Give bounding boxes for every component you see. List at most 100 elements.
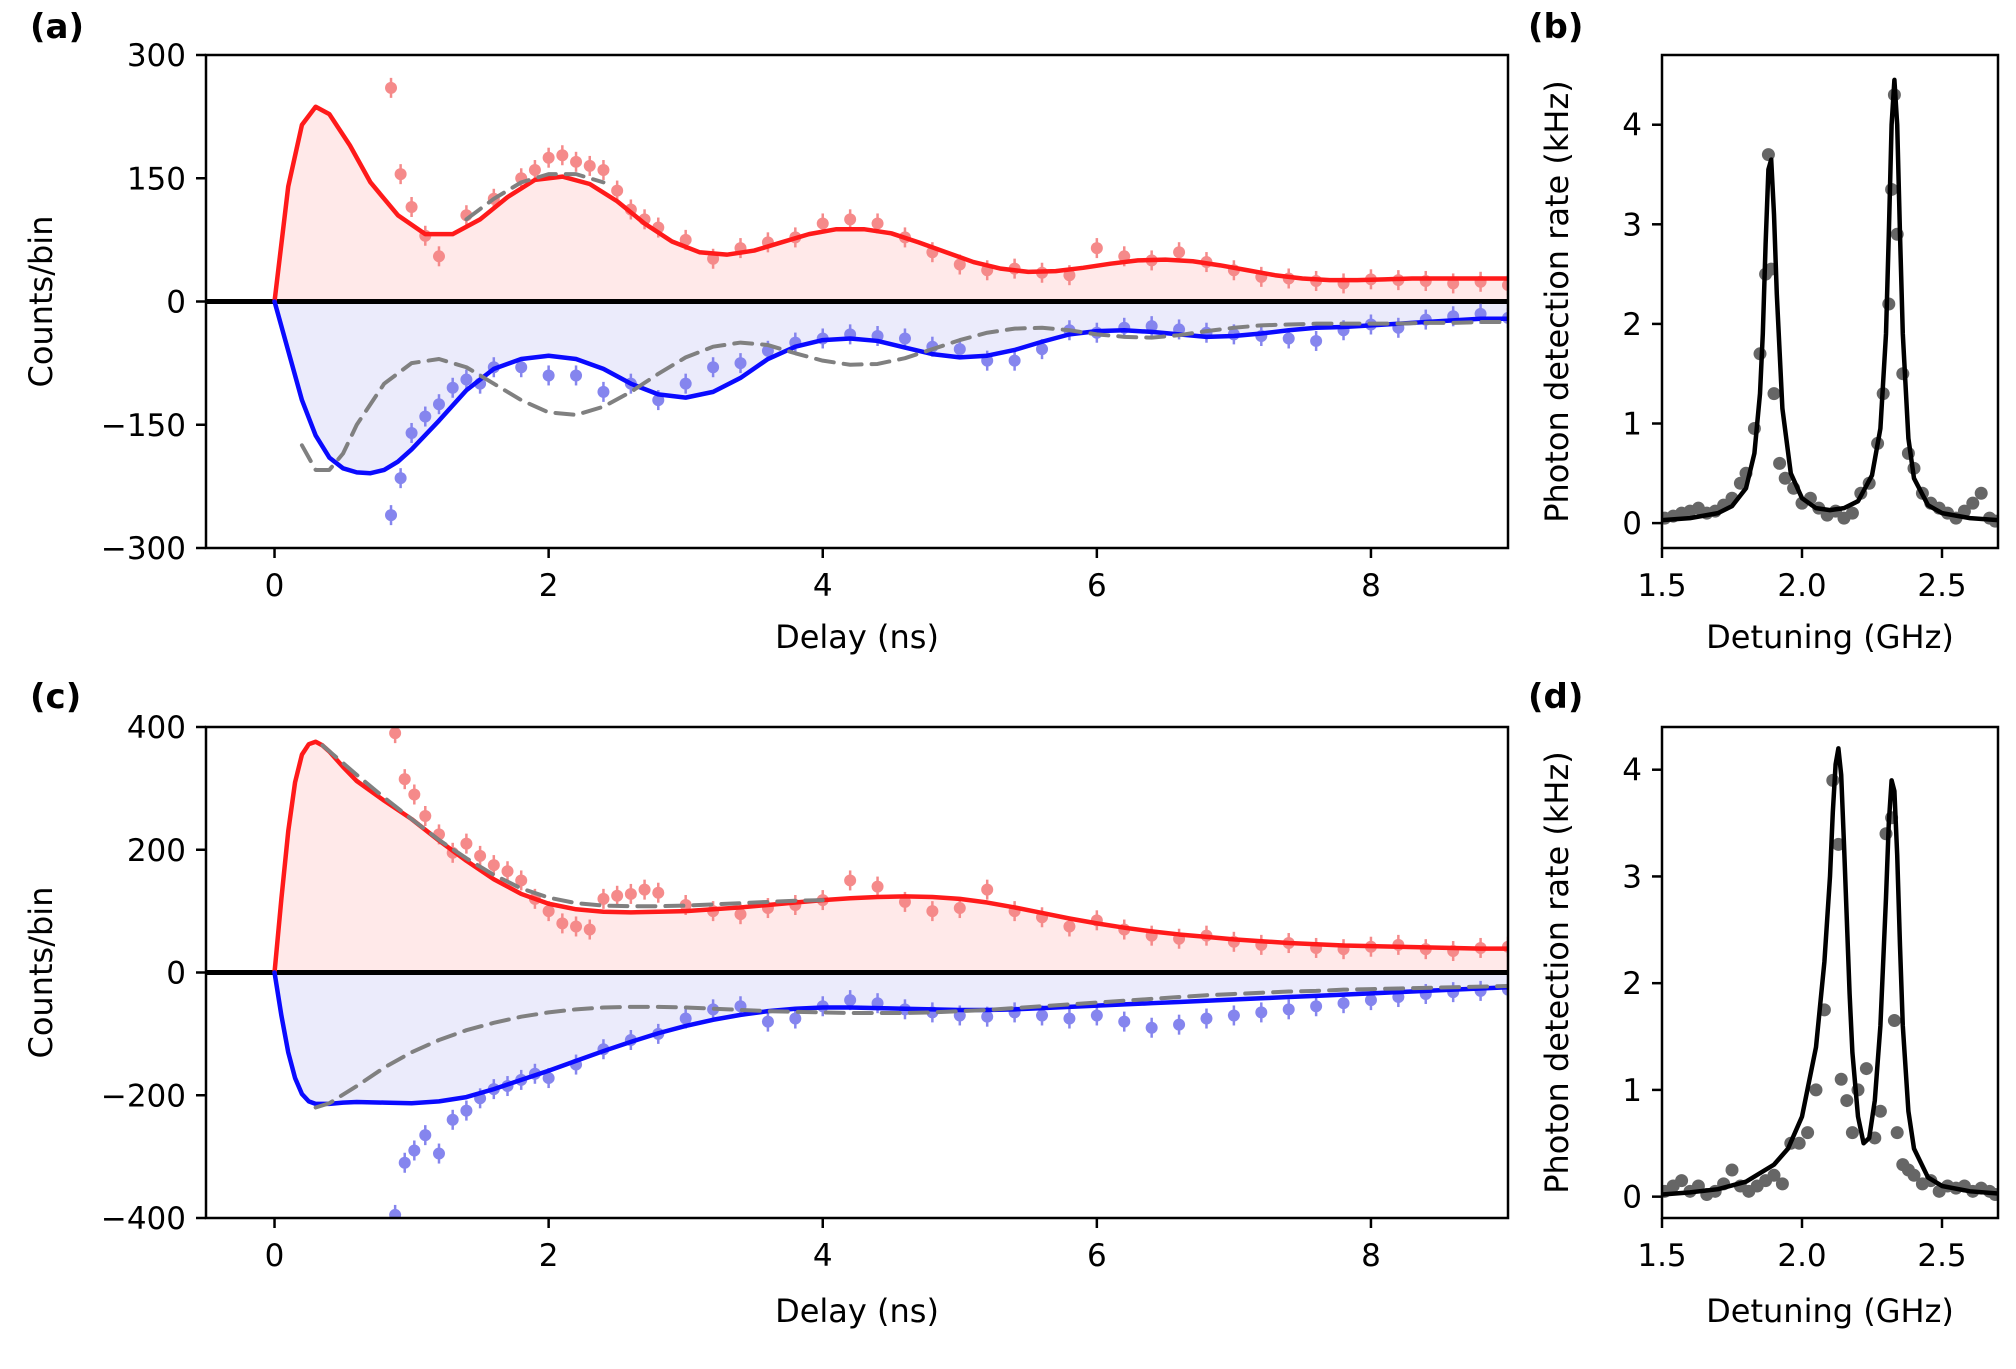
point-a-4-0 (385, 81, 398, 94)
ytick-label-c-1: 200 (127, 833, 186, 869)
panel-label-d: (d) (1528, 677, 1583, 717)
point-a-5-17 (734, 357, 747, 370)
point-d-1-18 (1809, 1083, 1823, 1097)
ytick-label-a-4: −300 (101, 531, 186, 567)
point-a-5-25 (953, 343, 966, 356)
point-c-4-15 (583, 923, 596, 936)
ytick-label-c-4: −400 (101, 1201, 186, 1237)
point-c-5-5 (446, 1113, 459, 1126)
point-a-4-13 (597, 164, 610, 177)
point-b-1-26 (1845, 506, 1859, 520)
point-d-1-17 (1801, 1126, 1815, 1140)
ytick-label-a-0: 300 (127, 38, 186, 74)
ytick-label-b-2: 2 (1622, 307, 1642, 343)
point-a-4-33 (1090, 242, 1103, 255)
point-c-5-21 (789, 1012, 802, 1025)
line-b-0 (1662, 77, 1998, 523)
line-a-3 (464, 172, 606, 222)
point-c-4-16 (597, 892, 610, 905)
point-a-4-4 (432, 250, 445, 263)
point-c-5-4 (432, 1147, 445, 1160)
point-c-4-19 (638, 883, 651, 896)
line-c-1 (272, 970, 1508, 1107)
point-c-4-21 (679, 898, 692, 911)
point-c-4-20 (652, 886, 665, 899)
point-c-5-33 (1118, 1015, 1131, 1028)
ytick-label-c-2: 0 (166, 956, 186, 992)
point-d-1-31 (1887, 1014, 1901, 1028)
point-d-1-14 (1775, 1177, 1789, 1191)
point-a-5-38 (1310, 334, 1323, 347)
point-a-5-14 (652, 394, 665, 407)
point-c-5-1 (398, 1156, 411, 1169)
ytick-label-c-0: 400 (127, 710, 186, 746)
point-a-5-9 (515, 361, 528, 374)
point-c-4-18 (624, 887, 637, 900)
point-a-5-27 (1008, 354, 1021, 367)
point-c-5-20 (761, 1015, 774, 1028)
point-a-4-11 (570, 155, 583, 168)
line-a-1 (272, 299, 1508, 476)
xtick-label-a-0: 0 (265, 568, 285, 604)
point-c-4-14 (570, 920, 583, 933)
point-d-1-23 (1840, 1094, 1854, 1108)
xtick-label-d-2: 2.5 (1917, 1238, 1966, 1274)
point-d-1-16 (1792, 1136, 1806, 1150)
point-c-5-3 (419, 1129, 432, 1142)
point-c-4-6 (460, 837, 473, 850)
point-b-1-17 (1773, 456, 1787, 470)
point-a-4-12 (583, 159, 596, 172)
ytick-label-a-3: −150 (101, 408, 186, 444)
point-c-5-41 (1337, 997, 1350, 1010)
point-a-4-36 (1173, 246, 1186, 259)
xtick-label-a-2: 4 (813, 568, 833, 604)
xtick-label-a-1: 2 (539, 568, 559, 604)
point-a-4-23 (816, 217, 829, 230)
series-c-4 (389, 727, 1508, 962)
point-a-5-3 (419, 410, 432, 423)
point-a-5-16 (707, 361, 720, 374)
plot-area-b (1662, 77, 1998, 528)
xtick-label-b-1: 2.0 (1777, 568, 1826, 604)
xtick-label-b-2: 2.5 (1917, 568, 1966, 604)
xtick-label-a-3: 6 (1087, 568, 1107, 604)
point-a-4-10 (556, 149, 569, 162)
point-a-5-4 (432, 398, 445, 411)
point-d-1-26 (1859, 1062, 1873, 1076)
point-c-4-7 (474, 849, 487, 862)
point-d-1-35 (1907, 1168, 1921, 1182)
point-d-1-13 (1767, 1168, 1781, 1182)
line-a-2 (299, 320, 1508, 472)
point-c-4-13 (556, 917, 569, 930)
point-c-5-42 (1364, 994, 1377, 1007)
point-b-1-44 (1966, 496, 1980, 510)
panel-a: 0 2 4 6 8 300 150 0 −150 −300 Delay (ns) Counts/bin… (22, 7, 1510, 656)
xtick-label-c-4: 8 (1361, 1238, 1381, 1274)
point-c-4-31 (953, 902, 966, 915)
xtick-label-b-0: 1.5 (1637, 568, 1686, 604)
xtick-label-c-0: 0 (265, 1238, 285, 1274)
point-c-4-17 (611, 889, 624, 902)
xtick-label-c-1: 2 (539, 1238, 559, 1274)
point-a-5-11 (570, 369, 583, 382)
axes-frame-d (1660, 725, 2000, 1220)
point-c-4-3 (419, 809, 432, 822)
panel-d: 1.5 2.0 2.5 0 1 2 3 4 Detuning (GHz) Photon detec… (1528, 677, 2000, 1330)
point-a-5-10 (542, 369, 555, 382)
point-a-4-18 (679, 233, 692, 246)
point-a-4-2 (405, 201, 418, 214)
point-a-5-32 (1145, 320, 1158, 333)
plot-area-d (1662, 746, 1998, 1202)
point-d-1-8 (1725, 1163, 1739, 1177)
point-d-1-24 (1845, 1126, 1859, 1140)
point-c-5-35 (1173, 1018, 1186, 1031)
point-c-4-9 (501, 865, 514, 878)
xlabel-d: Detuning (GHz) (1706, 1292, 1954, 1330)
point-a-5-2 (405, 426, 418, 439)
point-a-4-8 (528, 164, 541, 177)
panel-label-b: (b) (1528, 7, 1583, 47)
fill-a-1 (274, 301, 1508, 474)
ytick-label-d-2: 2 (1622, 966, 1642, 1002)
plot-area-c (206, 727, 1508, 1218)
